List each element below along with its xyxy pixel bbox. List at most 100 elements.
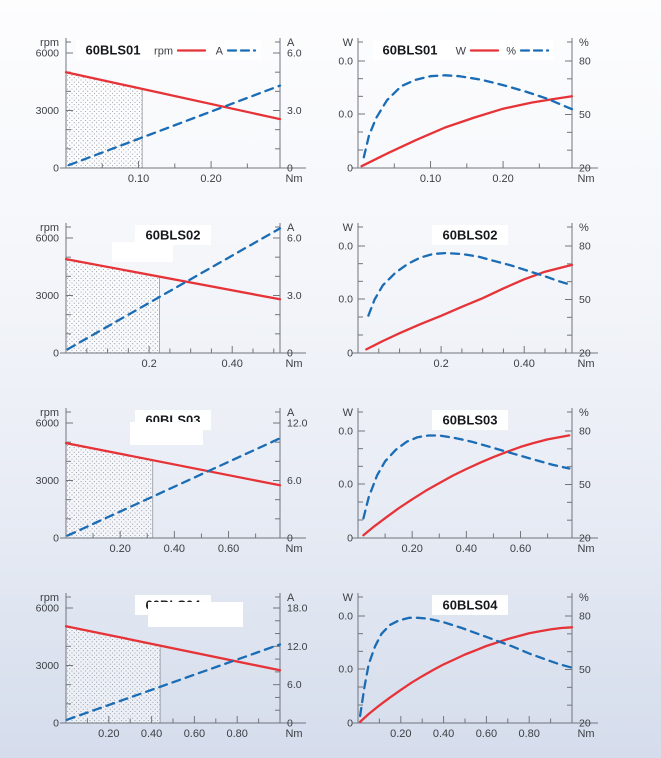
y-right-tick-label: 80: [579, 611, 591, 623]
y-right-tick-label: 12.0: [287, 641, 308, 653]
legend-label: rpm: [154, 46, 173, 58]
series-A-line: [65, 643, 282, 721]
chart-title: 60BLS04: [443, 598, 499, 613]
chart-title: 60BLS02: [443, 228, 498, 243]
y-left-tick-label: 120.0: [338, 479, 353, 491]
series-W-line: [365, 263, 574, 351]
y-left-axis-title: W: [343, 37, 354, 49]
y-left-tick-label: 0: [53, 348, 59, 360]
y-left-tick-label: 150.0: [338, 664, 353, 676]
series-rpm-line: [64, 441, 282, 487]
series-W-line: [360, 95, 574, 168]
series-W-line: [358, 626, 574, 724]
x-tick-label: 0.40: [141, 728, 162, 740]
y-left-tick-label: 3000: [36, 290, 60, 302]
y-left-tick-label: 3000: [36, 660, 60, 672]
x-tick-label: 0.40: [164, 543, 185, 555]
y-right-tick-label: 18.0: [287, 603, 308, 615]
legend-label: A: [216, 46, 224, 58]
x-tick-label: 0.20: [98, 728, 119, 740]
redacted-patch: [148, 602, 243, 627]
chart-svg: 0.2 0.40 Nm 0 90.0 160.0 W 20 50 80% 60BLS02: [338, 222, 598, 370]
y-left-tick-label: 160.0: [338, 241, 353, 253]
y-right-tick-label: 50: [579, 294, 591, 306]
chart-speed-torque-60bls03: 0.20 0.40 0.60 Nm 0 3000 6000 rpm 0 6.0 12.0 A 60BLS…: [8, 386, 338, 571]
chart-svg: 0.10 0.20 Nm 0 60.0 120.0 W 20 50 80% 60BLS01 W%: [338, 37, 598, 185]
redacted-patch: [112, 242, 173, 262]
y-left-tick-label: 0: [347, 718, 353, 730]
y-right-axis-title: %: [579, 222, 589, 234]
title-bg: [135, 225, 211, 245]
y-left-tick-label: 6000: [36, 48, 60, 60]
x-axis-unit-label: Nm: [577, 728, 594, 740]
y-left-tick-label: 0: [347, 163, 353, 175]
y-right-tick-label: 20: [579, 533, 591, 545]
y-right-tick-label: 50: [579, 664, 591, 676]
x-axis-unit-label: Nm: [285, 173, 302, 185]
y-left-axis-title: rpm: [40, 407, 59, 419]
y-left-tick-label: 300.0: [338, 611, 353, 623]
series-pct-line: [362, 434, 571, 520]
x-axis-unit-label: Nm: [285, 728, 302, 740]
series-A-line: [67, 84, 282, 167]
y-left-axis-title: rpm: [40, 37, 59, 49]
series-pct-line: [362, 74, 574, 159]
y-left-tick-label: 0: [347, 533, 353, 545]
y-left-axis-title: rpm: [40, 222, 59, 234]
title-strip-bg: [76, 40, 261, 60]
y-right-tick-label: 80: [579, 426, 591, 438]
y-right-tick-label: 20: [579, 348, 591, 360]
x-tick-label: 0.20: [401, 543, 422, 555]
y-right-tick-label: 0: [287, 348, 293, 360]
chart-speed-torque-60bls02: 0.2 0.40 Nm 0 3000 6000 rpm 0 3.0 6.0 A 60BLS02: [8, 201, 338, 386]
y-right-tick-label: 3.0: [287, 290, 302, 302]
y-right-tick-label: 6.0: [287, 475, 302, 487]
x-tick-label: 0.60: [476, 728, 497, 740]
y-right-axis-title: A: [287, 592, 295, 604]
x-tick-label: 0.40: [222, 358, 243, 370]
legend-label: %: [506, 46, 516, 58]
x-axis-unit-label: Nm: [285, 358, 302, 370]
y-left-tick-label: 3000: [36, 475, 60, 487]
y-right-tick-label: 50: [579, 479, 591, 491]
x-tick-label: 0.2: [433, 358, 448, 370]
y-right-tick-label: 80: [579, 241, 591, 253]
x-axis-unit-label: Nm: [285, 543, 302, 555]
redacted-patch: [130, 422, 203, 445]
y-left-tick-label: 120.0: [338, 56, 353, 68]
y-right-tick-label: 0: [287, 163, 293, 175]
chart-svg: 0.20 0.40 0.60 Nm030006000rpm06.012.0A60BLS…: [36, 407, 308, 555]
y-right-tick-label: 6.0: [287, 233, 302, 245]
y-right-axis-title: %: [579, 407, 589, 419]
title-bg: [432, 595, 508, 615]
x-tick-label: 0.80: [518, 728, 539, 740]
chart-svg: 0.20 0.40 0.60 0.80 Nm 0 150.0 300.0 W 20 50 80% 60B…: [338, 592, 598, 740]
chart-speed-torque-60bls01: 0.10 0.20 Nm 0 3000 6000 rpm 0 3.0 6.0 A 60BLS01 rpm…: [8, 16, 338, 201]
x-axis-unit-label: Nm: [577, 358, 594, 370]
x-tick-label: 0.40: [456, 543, 477, 555]
y-right-tick-label: 6.0: [287, 48, 302, 60]
chart-title: 60BLS03: [443, 413, 498, 428]
x-axis-unit-label: Nm: [577, 543, 594, 555]
y-left-axis-title: rpm: [40, 592, 59, 604]
x-tick-label: 0.10: [420, 173, 441, 185]
title-bg: [432, 410, 508, 430]
y-right-axis-title: A: [287, 37, 295, 49]
y-left-tick-label: 6000: [36, 603, 60, 615]
x-tick-label: 0.20: [492, 173, 513, 185]
y-right-axis-title: %: [579, 592, 589, 604]
chart-title: 60BLS01: [383, 43, 438, 58]
x-tick-label: 0.20: [200, 173, 221, 185]
x-tick-label: 0.60: [184, 728, 205, 740]
y-left-tick-label: 6000: [36, 233, 60, 245]
y-left-tick-label: 90.0: [338, 294, 353, 306]
y-right-tick-label: 20: [579, 163, 591, 175]
y-left-tick-label: 60.0: [338, 109, 353, 121]
x-axis-unit-label: Nm: [577, 173, 594, 185]
x-tick-label: 0.20: [390, 728, 411, 740]
x-tick-label: 0.80: [226, 728, 247, 740]
chart-power-efficiency-60bls03: 0.20 0.40 0.60 Nm 0 120.0 240.0 W 20 50 80% 60BLS03: [338, 386, 661, 571]
